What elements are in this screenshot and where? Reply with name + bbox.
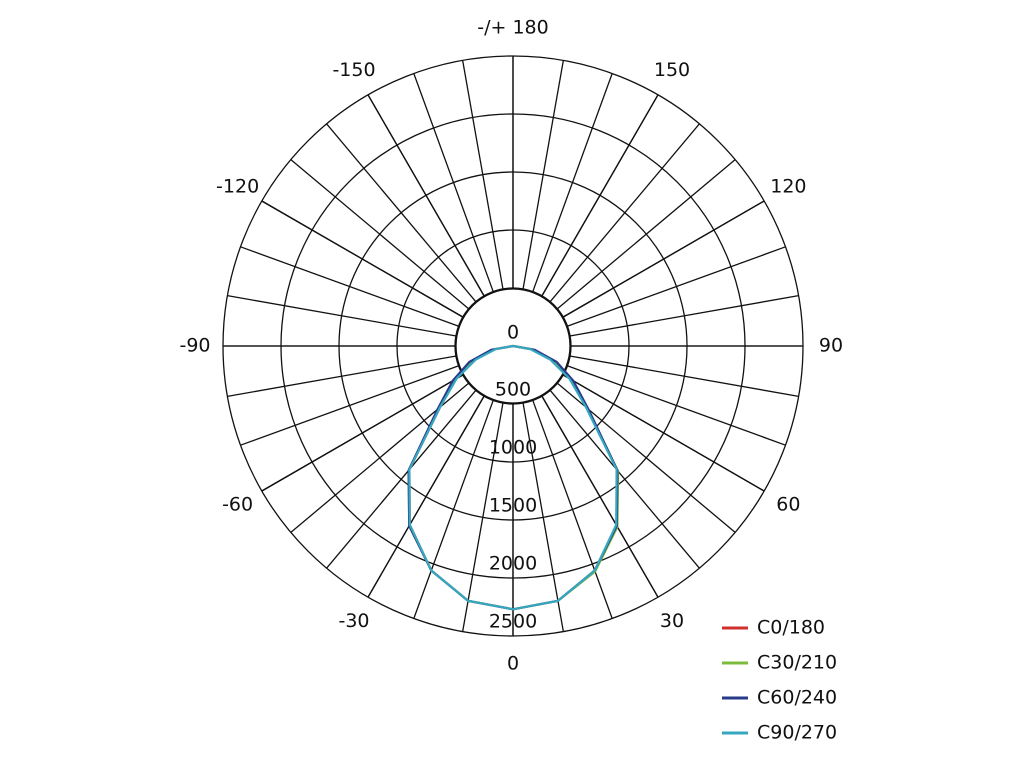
ring [396, 229, 630, 463]
legend-label: C90/270 [757, 722, 837, 744]
angle-tick-label: 0 [507, 653, 519, 675]
angle-tick-label: 90 [819, 335, 843, 357]
angle-tick-label: -90 [179, 335, 210, 357]
inner-ring [455, 288, 571, 404]
ring [338, 171, 688, 521]
r-tick-label: 0 [507, 322, 519, 344]
ring [222, 55, 804, 637]
legend-label: C30/210 [757, 652, 837, 674]
angle-tick-label: 60 [776, 494, 800, 516]
angle-tick-label: -120 [216, 176, 259, 198]
r-tick-label: 500 [495, 379, 531, 401]
series-line [408, 344, 618, 611]
angle-tick-label: -150 [332, 59, 375, 81]
legend-label: C0/180 [757, 617, 825, 639]
r-tick-label: 2000 [489, 553, 537, 575]
angle-tick-label: 150 [654, 59, 690, 81]
legend-label: C60/240 [757, 687, 837, 709]
angle-tick-label: 120 [770, 176, 806, 198]
angle-tick-label: -60 [222, 494, 253, 516]
r-tick-label: 1000 [489, 437, 537, 459]
ring [454, 287, 572, 405]
angle-tick-label: -/+ 180 [477, 17, 548, 39]
r-tick-label: 2500 [489, 611, 537, 633]
angle-tick-label: 30 [660, 610, 684, 632]
angle-tick-label: -30 [338, 610, 369, 632]
r-tick-label: 1500 [489, 495, 537, 517]
ring [280, 113, 746, 579]
